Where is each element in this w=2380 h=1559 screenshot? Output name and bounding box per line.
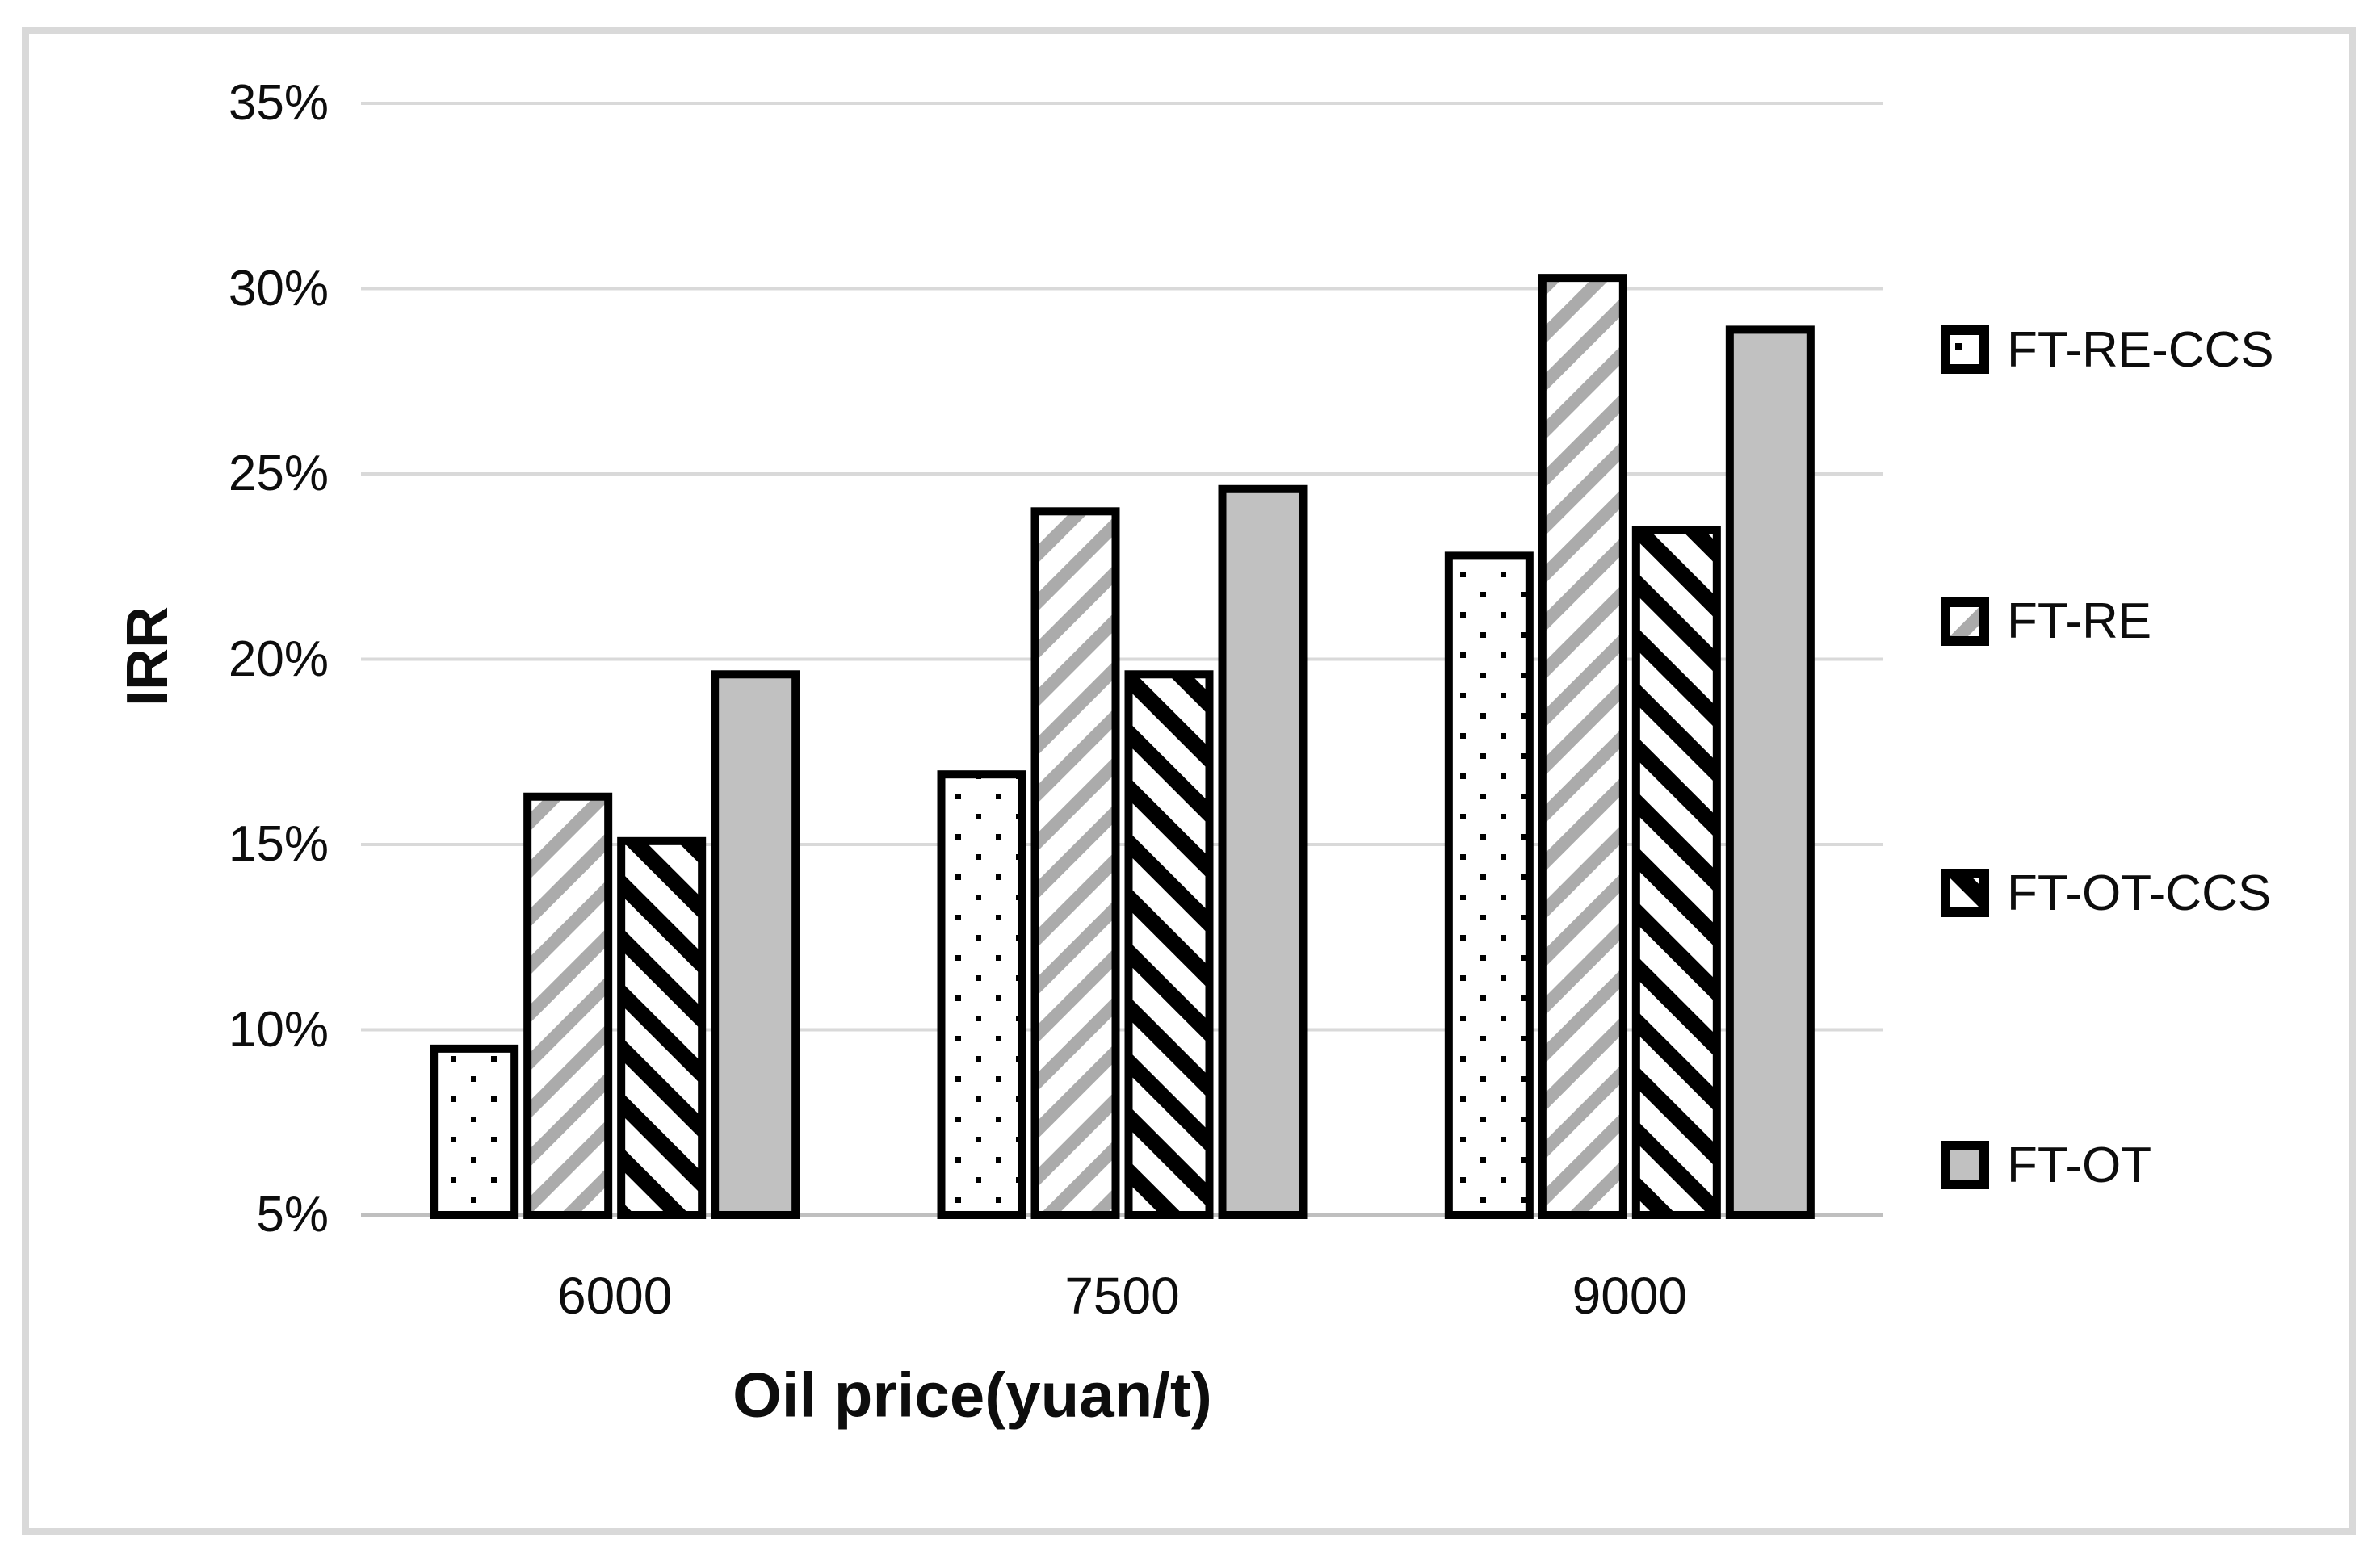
bar-ft-ot-ccs-9000 xyxy=(1631,526,1721,1219)
y-tick-label-25: 25% xyxy=(228,446,329,501)
bar-ft-ot-7500 xyxy=(1218,484,1308,1219)
bar-ft-re-6000 xyxy=(523,792,613,1219)
legend-marker-ft-re-icon xyxy=(1941,597,1989,646)
legend-label: FT-OT xyxy=(2007,1137,2152,1193)
bar-ft-re-ccs-9000 xyxy=(1444,551,1534,1219)
y-tick-label-5: 5% xyxy=(256,1187,329,1243)
y-axis-title: IRR xyxy=(115,606,180,706)
bar-ft-ot-ccs-6000 xyxy=(617,836,707,1219)
y-tick-label-15: 15% xyxy=(228,816,329,872)
legend-label: FT-RE-CCS xyxy=(2007,321,2274,378)
legend-item-ft-re: FT-RE xyxy=(1941,593,2151,649)
x-tick-label-9000: 9000 xyxy=(1572,1267,1688,1325)
bar-ft-re-ccs-6000 xyxy=(430,1044,519,1219)
legend-marker-ft-ot-ccs-icon xyxy=(1941,869,1989,918)
bar-ft-ot-ccs-7500 xyxy=(1124,670,1214,1219)
y-tick-label-10: 10% xyxy=(228,1001,329,1058)
x-tick-label-7500: 7500 xyxy=(1064,1267,1180,1325)
legend-item-ft-ot: FT-OT xyxy=(1941,1138,2151,1193)
legend-marker-ft-ot-icon xyxy=(1941,1141,1989,1189)
y-tick-label-35: 35% xyxy=(228,75,329,131)
y-tick-label-20: 20% xyxy=(228,631,329,687)
y-tick-label-30: 30% xyxy=(228,260,329,316)
legend-label: FT-RE xyxy=(2007,593,2152,650)
bar-ft-ot-9000 xyxy=(1725,325,1815,1219)
chart-border xyxy=(22,27,2356,1535)
legend-item-ft-ot-ccs: FT-OT-CCS xyxy=(1941,865,2271,921)
x-tick-label-6000: 6000 xyxy=(556,1267,673,1325)
bar-ft-re-7500 xyxy=(1030,507,1120,1219)
legend-label: FT-OT-CCS xyxy=(2007,865,2272,921)
legend-marker-ft-re-ccs-icon xyxy=(1941,325,1989,374)
bar-ft-ot-6000 xyxy=(711,670,800,1219)
x-axis-title: Oil price(yuan/t) xyxy=(732,1359,1212,1431)
legend-item-ft-re-ccs: FT-RE-CCS xyxy=(1941,322,2274,378)
bar-ft-re-9000 xyxy=(1538,274,1627,1219)
bar-ft-re-ccs-7500 xyxy=(937,770,1026,1219)
